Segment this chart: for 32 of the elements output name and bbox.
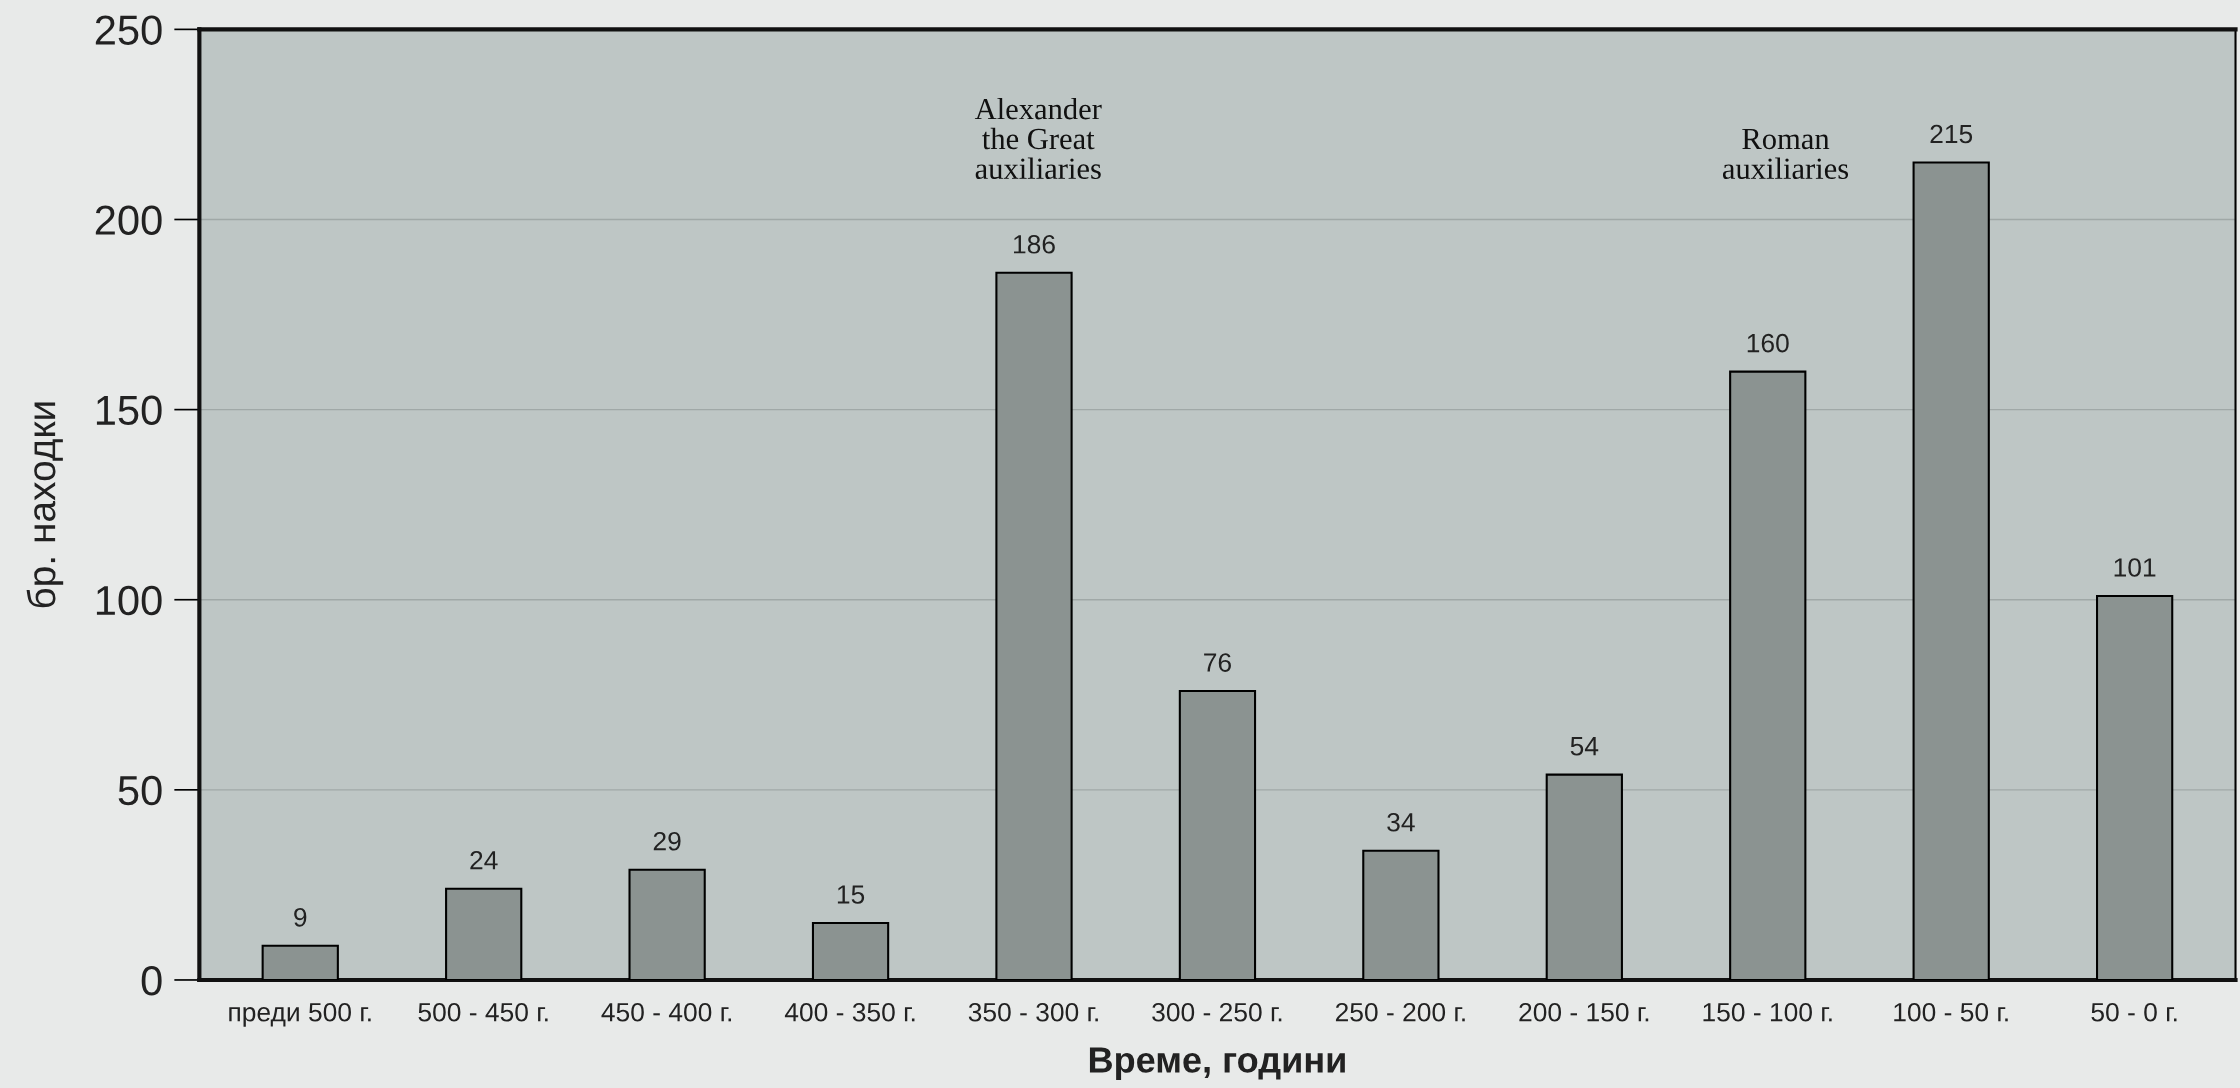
y-tick-label: 50 (118, 775, 162, 806)
x-tick-label: 500 - 450 г. (418, 1002, 548, 1022)
data-label: 76 (1204, 653, 1231, 672)
data-label: 15 (837, 885, 865, 904)
y-axis-title: бр. находки (26, 402, 64, 608)
annotation: Roman auxiliaries (1722, 128, 1849, 180)
x-tick-label: 100 - 50 г. (1894, 1002, 2008, 1022)
data-label: 9 (294, 907, 307, 927)
data-label: 29 (653, 831, 681, 851)
x-axis-title: Време, години (1089, 1047, 1345, 1080)
x-tick-label: 450 - 400 г. (601, 1002, 732, 1022)
x-tick-label: 350 - 300 г. (968, 1002, 1098, 1022)
annotation: Alexander the Great auxiliaries (974, 97, 1102, 180)
x-tick-label: 150 - 100 г. (1703, 1002, 1832, 1022)
data-label: 160 (1747, 333, 1789, 353)
y-tick-label: 100 (96, 585, 162, 616)
y-tick-label: 200 (95, 205, 162, 235)
data-label: 215 (1930, 124, 1973, 144)
y-tick-label: 0 (141, 965, 162, 996)
data-label: 54 (1570, 737, 1599, 756)
x-tick-label: 250 - 200 г. (1335, 1002, 1465, 1022)
x-tick-label: 300 - 250 г. (1152, 1002, 1282, 1022)
data-label: 186 (1014, 234, 1055, 254)
data-label: 24 (470, 850, 498, 870)
y-tick-label: 250 (95, 15, 162, 45)
data-label: 34 (1387, 812, 1415, 832)
y-tick-label: 150 (96, 395, 162, 426)
x-tick-label: 200 - 150 г. (1519, 1002, 1649, 1022)
data-label: 101 (2114, 558, 2156, 577)
x-tick-label: преди 500 г. (229, 1002, 371, 1027)
x-tick-label: 400 - 350 г. (784, 1002, 915, 1022)
x-tick-label: 50 - 0 г. (2091, 1002, 2177, 1022)
